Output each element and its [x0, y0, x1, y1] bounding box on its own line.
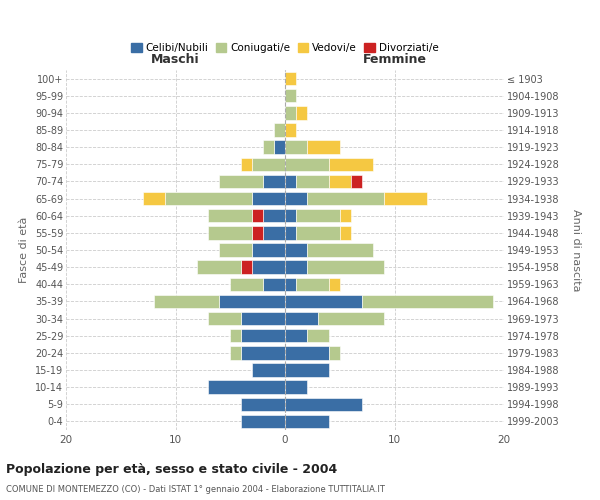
- Bar: [285, 380, 307, 394]
- Bar: [208, 209, 252, 222]
- Bar: [274, 124, 285, 136]
- Bar: [220, 294, 285, 308]
- Bar: [296, 226, 340, 239]
- Bar: [307, 260, 383, 274]
- Bar: [230, 346, 241, 360]
- Bar: [241, 312, 285, 326]
- Bar: [208, 226, 252, 239]
- Bar: [252, 364, 285, 376]
- Bar: [252, 244, 285, 256]
- Bar: [307, 244, 373, 256]
- Bar: [285, 209, 296, 222]
- Bar: [274, 140, 285, 154]
- Bar: [285, 72, 296, 86]
- Bar: [252, 192, 285, 205]
- Bar: [285, 192, 307, 205]
- Bar: [241, 398, 285, 411]
- Legend: Celibi/Nubili, Coniugati/e, Vedovi/e, Divorziati/e: Celibi/Nubili, Coniugati/e, Vedovi/e, Di…: [127, 39, 443, 58]
- Bar: [241, 414, 285, 428]
- Bar: [350, 174, 362, 188]
- Bar: [296, 278, 329, 291]
- Bar: [252, 158, 285, 171]
- Bar: [296, 174, 329, 188]
- Y-axis label: Anni di nascita: Anni di nascita: [571, 209, 581, 291]
- Bar: [164, 192, 252, 205]
- Bar: [241, 329, 285, 342]
- Bar: [285, 329, 307, 342]
- Bar: [340, 209, 350, 222]
- Bar: [362, 294, 493, 308]
- Bar: [252, 260, 285, 274]
- Bar: [329, 278, 340, 291]
- Bar: [241, 260, 252, 274]
- Bar: [285, 294, 362, 308]
- Bar: [285, 414, 329, 428]
- Bar: [263, 226, 285, 239]
- Text: Maschi: Maschi: [151, 54, 200, 66]
- Text: COMUNE DI MONTEMEZZO (CO) - Dati ISTAT 1° gennaio 2004 - Elaborazione TUTTITALIA: COMUNE DI MONTEMEZZO (CO) - Dati ISTAT 1…: [6, 485, 385, 494]
- Bar: [263, 174, 285, 188]
- Bar: [285, 226, 296, 239]
- Bar: [329, 158, 373, 171]
- Bar: [154, 294, 220, 308]
- Bar: [263, 209, 285, 222]
- Bar: [285, 89, 296, 102]
- Bar: [285, 346, 329, 360]
- Bar: [285, 364, 329, 376]
- Bar: [285, 244, 307, 256]
- Bar: [285, 398, 362, 411]
- Bar: [296, 209, 340, 222]
- Bar: [263, 278, 285, 291]
- Bar: [208, 312, 241, 326]
- Bar: [307, 140, 340, 154]
- Bar: [318, 312, 383, 326]
- Bar: [307, 329, 329, 342]
- Bar: [307, 192, 383, 205]
- Bar: [285, 260, 307, 274]
- Bar: [329, 346, 340, 360]
- Bar: [220, 244, 252, 256]
- Bar: [340, 226, 350, 239]
- Bar: [285, 124, 296, 136]
- Text: Femmine: Femmine: [362, 54, 427, 66]
- Bar: [241, 346, 285, 360]
- Bar: [285, 140, 307, 154]
- Bar: [285, 106, 296, 120]
- Bar: [241, 158, 252, 171]
- Bar: [285, 158, 329, 171]
- Text: Popolazione per età, sesso e stato civile - 2004: Popolazione per età, sesso e stato civil…: [6, 462, 337, 475]
- Bar: [263, 140, 274, 154]
- Bar: [220, 174, 263, 188]
- Bar: [230, 278, 263, 291]
- Bar: [230, 329, 241, 342]
- Bar: [252, 226, 263, 239]
- Bar: [296, 106, 307, 120]
- Bar: [252, 209, 263, 222]
- Y-axis label: Fasce di età: Fasce di età: [19, 217, 29, 283]
- Bar: [143, 192, 164, 205]
- Bar: [285, 174, 296, 188]
- Bar: [208, 380, 285, 394]
- Bar: [285, 278, 296, 291]
- Bar: [383, 192, 427, 205]
- Bar: [285, 312, 318, 326]
- Bar: [329, 174, 350, 188]
- Bar: [197, 260, 241, 274]
